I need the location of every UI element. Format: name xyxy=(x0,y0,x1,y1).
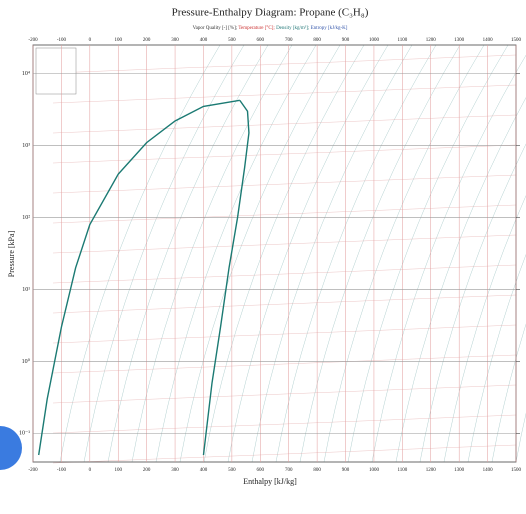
x-axis-label: Enthalpy [kJ/kg] xyxy=(243,477,297,486)
chart-title: Pressure-Enthalpy Diagram: Propane (C₃H₈… xyxy=(172,7,369,19)
x-tick-label-top: 1500 xyxy=(511,38,522,43)
isoline xyxy=(52,384,517,404)
isoline xyxy=(395,97,526,463)
isoline xyxy=(52,204,517,224)
isoline xyxy=(52,84,517,104)
isoline xyxy=(52,414,517,434)
isoline xyxy=(323,44,485,463)
isoline xyxy=(155,44,317,463)
isoline xyxy=(52,114,517,134)
isoline xyxy=(251,44,413,463)
saturation-line xyxy=(202,99,250,456)
x-tick-label: 400 xyxy=(200,468,208,473)
x-tick-label: 1300 xyxy=(454,468,465,473)
x-tick-label: 900 xyxy=(342,468,350,473)
subtitle-part: Vapor Quality [-] [%]; xyxy=(193,26,238,31)
x-tick-label: 500 xyxy=(228,468,236,473)
isoline xyxy=(179,44,341,463)
y-tick-label: 10⁰ xyxy=(22,358,31,365)
y-axis-label: Pressure [kPa] xyxy=(7,230,16,277)
x-tick-label: 200 xyxy=(143,468,151,473)
y-tick-label: 10³ xyxy=(22,143,30,149)
isoline xyxy=(83,44,245,463)
isoline xyxy=(52,354,517,374)
subtitle-part: Temperature [°C]; xyxy=(238,26,275,31)
x-tick-label-top: 0 xyxy=(89,38,92,43)
isoline xyxy=(52,174,517,194)
x-tick-label-top: 1100 xyxy=(397,38,407,43)
x-tick-label-top: 200 xyxy=(143,38,151,43)
y-tick-label: 10⁴ xyxy=(22,71,30,77)
isoline xyxy=(299,44,461,463)
isoline xyxy=(467,254,526,463)
y-tick-label: 10² xyxy=(22,215,30,221)
y-tick-label: 10⁻¹ xyxy=(19,431,30,437)
x-tick-label: 0 xyxy=(89,468,92,473)
saturation-line xyxy=(37,99,240,456)
isoline xyxy=(52,54,517,74)
x-tick-label: -200 xyxy=(28,468,38,473)
chart-subtitle: Vapor Quality [-] [%]; Temperature [°C];… xyxy=(193,25,348,31)
x-tick-label-top: 1300 xyxy=(454,38,465,43)
x-tick-label: 100 xyxy=(114,468,122,473)
x-tick-label: 1200 xyxy=(426,468,437,473)
x-tick-label: 600 xyxy=(257,468,265,473)
isoline xyxy=(52,264,517,284)
x-tick-label-top: -200 xyxy=(28,38,38,43)
isolines xyxy=(52,44,526,464)
y-tick-label: 10¹ xyxy=(22,287,30,293)
x-tick-label: 1400 xyxy=(483,468,494,473)
x-tick-label: -100 xyxy=(57,468,67,473)
isoline xyxy=(52,294,517,314)
x-tick-label-top: 800 xyxy=(313,38,321,43)
isoline xyxy=(52,234,517,254)
subtitle-part: Entropy [kJ/kg-K] xyxy=(311,26,348,31)
x-tick-label-top: 700 xyxy=(285,38,293,43)
floating-button[interactable] xyxy=(0,426,22,470)
isoline xyxy=(203,44,365,463)
x-tick-label: 1500 xyxy=(511,468,522,473)
isoline xyxy=(491,323,526,463)
isoline xyxy=(347,44,509,463)
isoline xyxy=(52,324,517,344)
x-tick-label-top: 1000 xyxy=(369,38,380,43)
isoline xyxy=(419,143,526,463)
x-tick-label: 1100 xyxy=(397,468,407,473)
x-tick-label-top: 400 xyxy=(200,38,208,43)
x-tick-label-top: 500 xyxy=(228,38,236,43)
x-tick-label-top: 900 xyxy=(342,38,350,43)
x-tick-label: 300 xyxy=(171,468,179,473)
subtitle-part: Density [kg/m³]; xyxy=(276,25,309,31)
x-tick-label-top: 1200 xyxy=(426,38,437,43)
isoline xyxy=(131,44,293,463)
isoline xyxy=(107,44,269,463)
x-tick-label-top: -100 xyxy=(57,38,67,43)
x-tick-label: 800 xyxy=(313,468,321,473)
isoline xyxy=(371,54,526,463)
x-tick-label-top: 300 xyxy=(171,38,179,43)
isoline xyxy=(227,44,389,463)
x-tick-label: 1000 xyxy=(369,468,380,473)
legend-box xyxy=(35,47,77,95)
isoline xyxy=(59,44,221,463)
x-tick-label-top: 1400 xyxy=(483,38,494,43)
x-tick-label-top: 100 xyxy=(114,38,122,43)
x-tick-label: 700 xyxy=(285,468,293,473)
x-tick-label-top: 600 xyxy=(257,38,265,43)
isoline xyxy=(52,444,517,464)
isoline xyxy=(275,44,437,463)
isoline xyxy=(443,195,526,463)
